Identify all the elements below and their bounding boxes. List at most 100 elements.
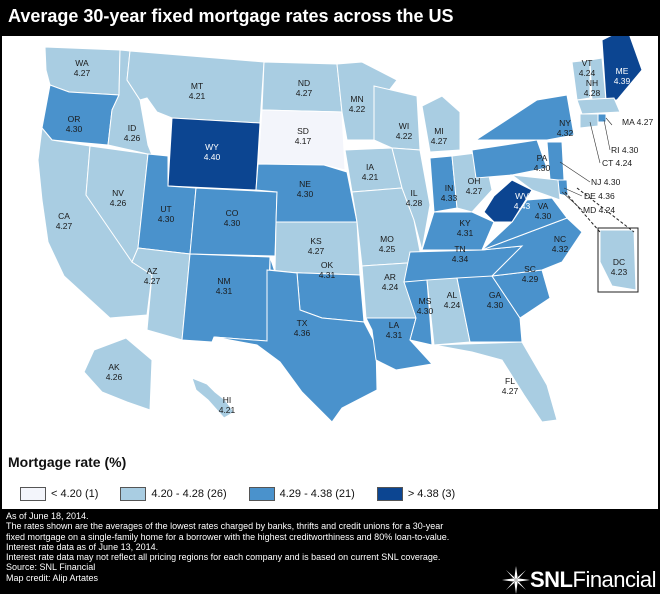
- state-label-ky: KY: [459, 218, 471, 228]
- state-label-wi: WI: [399, 121, 409, 131]
- legend-swatch: [248, 487, 275, 501]
- state-rate-hi: 4.21: [219, 405, 236, 415]
- state-rate-ut: 4.30: [158, 214, 175, 224]
- state-rate-la: 4.31: [386, 330, 403, 340]
- state-label-dc: DC: [613, 257, 625, 267]
- footer-line: Interest rate data may not reflect all p…: [6, 552, 441, 563]
- state-rate-nh: 4.28: [584, 88, 601, 98]
- leader-line: [605, 117, 613, 126]
- state-label-mn: MN: [350, 94, 363, 104]
- state-nj: [546, 141, 565, 181]
- state-label-nd: ND: [298, 78, 310, 88]
- legend-item-4: > 4.38 (3): [376, 487, 456, 501]
- state-rate-ks: 4.27: [308, 246, 325, 256]
- state-rate-wy: 4.40: [204, 152, 221, 162]
- snl-starburst-icon: [502, 566, 530, 594]
- legend-swatch: [120, 487, 147, 501]
- state-label-la: LA: [389, 320, 400, 330]
- state-rate-co: 4.30: [224, 218, 241, 228]
- state-rate-nm: 4.31: [216, 286, 233, 296]
- state-rate-fl: 4.27: [502, 386, 519, 396]
- state-label-oh: OH: [468, 176, 481, 186]
- state-label-sc: SC: [524, 264, 536, 274]
- leader-line: [603, 119, 611, 151]
- state-wv: [483, 179, 533, 223]
- state-label-co: CO: [226, 208, 239, 218]
- legend-item-2: 4.20 - 4.28 (26): [120, 487, 227, 501]
- state-va: [481, 197, 568, 251]
- state-label-vt: VT: [582, 58, 593, 68]
- state-label-nj: NJ 4.30: [591, 177, 621, 187]
- state-rate-mo: 4.25: [379, 244, 396, 254]
- state-ny: [474, 94, 575, 141]
- map-panel: WA 4.27 OR 4.30 CA 4.27 NV 4.26 ID 4.26 MT 4.21 WY 4.…: [2, 36, 658, 509]
- state-label-ne: NE: [299, 179, 311, 189]
- state-label-sd: SD: [297, 126, 309, 136]
- dc-inset-connector: [576, 187, 635, 233]
- state-label-pa: PA: [537, 153, 548, 163]
- us-map: WA4.27OR4.30CA4.27NV4.26ID4.26MT4.21WY4.…: [37, 36, 654, 423]
- state-label-al: AL: [447, 290, 458, 300]
- state-ga: [456, 275, 523, 343]
- state-ri: [597, 113, 607, 123]
- legend-label: < 4.20 (1): [51, 488, 99, 500]
- state-vt: [571, 59, 591, 101]
- state-rate-ok: 4.31: [319, 270, 336, 280]
- state-or: [41, 84, 120, 146]
- state-rate-in: 4.33: [441, 193, 458, 203]
- state-rate-ga: 4.30: [487, 300, 504, 310]
- footer-line: Source: SNL Financial: [6, 562, 96, 573]
- footer-line: The rates shown are the averages of the …: [6, 521, 444, 532]
- state-pa: [471, 139, 548, 179]
- state-label-in: IN: [445, 183, 454, 193]
- state-label-me: ME: [616, 66, 629, 76]
- state-rate-nd: 4.27: [296, 88, 313, 98]
- state-label-nc: NC: [554, 234, 566, 244]
- state-label-mi: MI: [434, 126, 443, 136]
- state-tx: [213, 269, 378, 423]
- state-label-ca: CA: [58, 211, 70, 221]
- state-label-md: MD 4.24: [583, 205, 615, 215]
- state-rate-il: 4.28: [406, 198, 423, 208]
- state-rate-id: 4.26: [124, 133, 141, 143]
- title-bar: Average 30-year fixed mortgage rates acr…: [0, 0, 660, 34]
- state-rate-ak: 4.26: [106, 372, 123, 382]
- state-label-ak: AK: [108, 362, 120, 372]
- leader-line: [559, 161, 591, 183]
- state-ca: [37, 126, 153, 319]
- legend-swatch: [20, 487, 46, 501]
- state-rate-dc: 4.23: [611, 267, 628, 277]
- state-rate-ms: 4.30: [417, 306, 434, 316]
- leader-line: [589, 121, 601, 164]
- state-rate-va: 4.30: [535, 211, 552, 221]
- states-layer: [37, 36, 643, 423]
- state-rate-nv: 4.26: [110, 198, 127, 208]
- legend-label: > 4.38 (3): [407, 488, 456, 500]
- state-hi: [191, 377, 235, 419]
- state-rate-me: 4.39: [614, 76, 631, 86]
- state-dc: [599, 229, 637, 291]
- state-label-ar: AR: [384, 272, 396, 282]
- state-rate-pa: 4.30: [534, 163, 551, 173]
- legend: < 4.20 (1) 4.20 - 4.28 (26) 4.29 - 4.38 (2…: [20, 484, 455, 504]
- legend-item-3: 4.29 - 4.38 (21): [248, 487, 355, 501]
- state-fl: [433, 341, 558, 423]
- state-ak: [83, 337, 153, 411]
- state-me: [601, 36, 643, 101]
- state-label-tn: TN: [454, 244, 465, 254]
- state-label-tx: TX: [297, 318, 308, 328]
- state-mi: [421, 95, 461, 153]
- state-label-ct: CT 4.24: [602, 158, 632, 168]
- state-label-ok: OK: [321, 260, 334, 270]
- state-rate-wa: 4.27: [74, 68, 91, 78]
- legend-label: 4.29 - 4.38 (21): [279, 488, 355, 500]
- dc-inset-frame: [597, 227, 639, 293]
- state-rate-ky: 4.31: [457, 228, 474, 238]
- labels-layer: WA4.27OR4.30CA4.27NV4.26ID4.26MT4.21WY4.…: [56, 58, 654, 415]
- state-rate-ca: 4.27: [56, 221, 73, 231]
- state-label-id: ID: [128, 123, 137, 133]
- state-rate-mn: 4.22: [349, 104, 366, 114]
- state-ms: [403, 279, 433, 346]
- brand-logo: SNLFinancial: [502, 566, 657, 594]
- state-label-va: VA: [538, 201, 549, 211]
